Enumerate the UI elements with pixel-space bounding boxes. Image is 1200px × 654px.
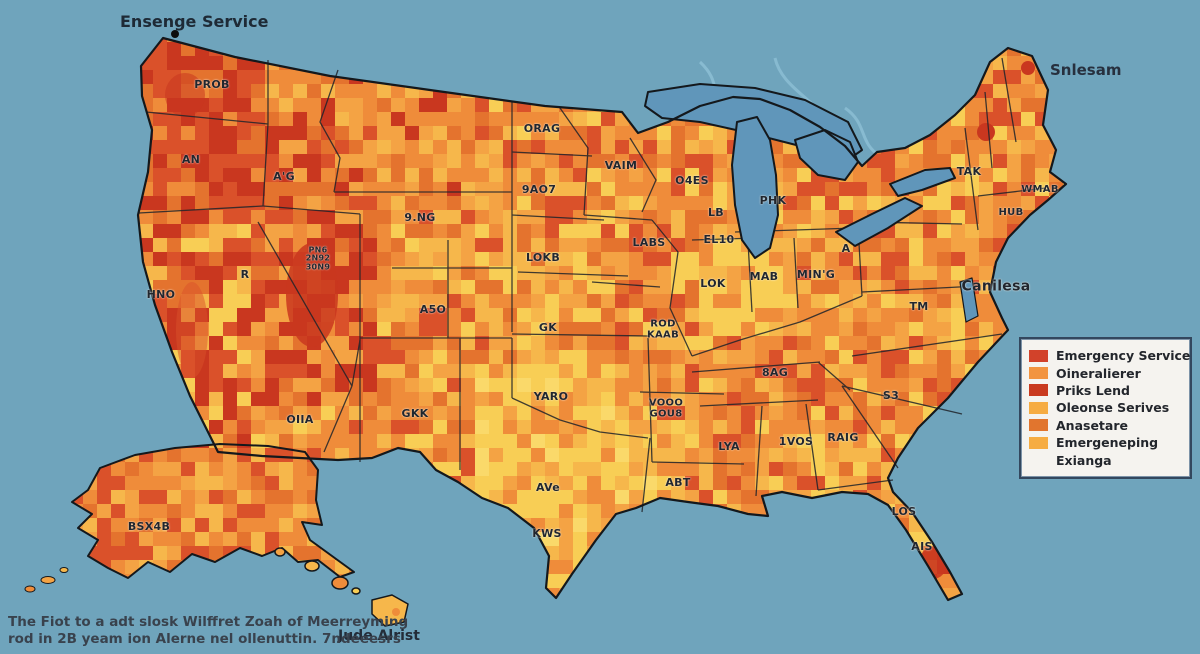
legend-swatch <box>1029 401 1048 414</box>
legend-item-label: Exianga <box>1056 452 1112 468</box>
legend-item: Priks Lend <box>1029 382 1190 399</box>
hotspots <box>165 61 1035 579</box>
legend-swatch <box>1029 384 1048 397</box>
legend-swatch-empty <box>1029 454 1048 466</box>
legend-item-label: Priks Lend <box>1056 382 1131 398</box>
legend-item: Oineralierer <box>1029 364 1190 381</box>
legend-items: Emergency Service Oineralierer Priks Lend O… <box>1029 347 1190 469</box>
great-lakes <box>644 83 979 323</box>
state-borders <box>138 57 1047 513</box>
lake-michigan <box>731 116 779 259</box>
aleutian-islands <box>24 567 69 593</box>
lake-erie <box>835 197 923 247</box>
legend-item: Emergency Service <box>1029 347 1190 364</box>
legend-item-label: Emergency Service <box>1056 348 1191 364</box>
legend-swatch <box>1029 367 1048 380</box>
legend-swatch <box>1029 436 1048 449</box>
hawaii-islands <box>274 547 409 627</box>
coast-outlines <box>71 36 1068 602</box>
lake-ontario <box>889 167 956 197</box>
legend-item: Oleonse Serives <box>1029 399 1190 416</box>
legend-item-label: Oineralierer <box>1056 365 1141 381</box>
legend-item: Anasetare <box>1029 417 1190 434</box>
legend-swatch <box>1029 419 1048 432</box>
lake-huron <box>794 129 859 181</box>
chesapeake-bay <box>959 277 979 323</box>
legend-item: Emergeneping <box>1029 434 1190 451</box>
legend-item-label: Anasetare <box>1056 417 1128 433</box>
legend: Emergency Service Oineralierer Priks Lend O… <box>1019 337 1192 479</box>
legend-item-label: Oleonse Serives <box>1056 400 1170 416</box>
legend-item-label: Emergeneping <box>1056 435 1159 451</box>
legend-swatch <box>1029 349 1048 362</box>
legend-item: Exianga <box>1029 451 1190 468</box>
